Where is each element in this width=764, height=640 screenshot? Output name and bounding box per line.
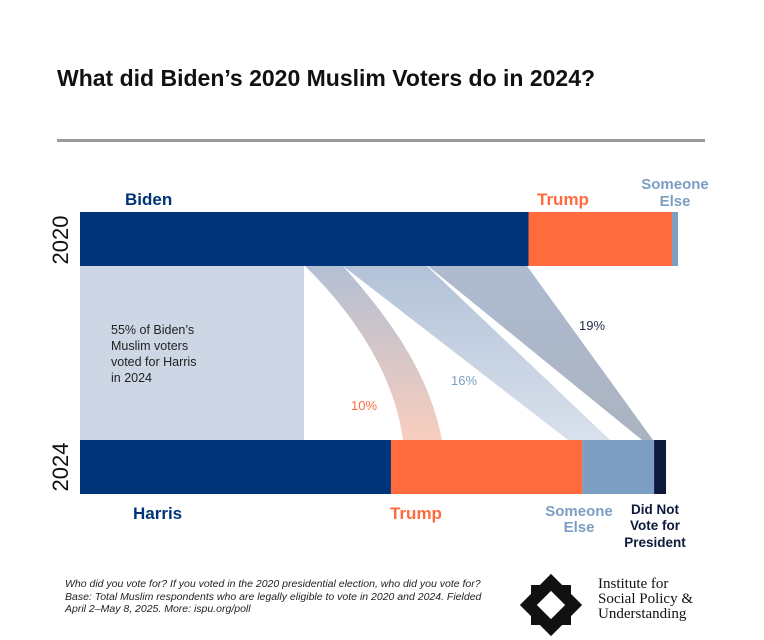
label-harris: Harris [133,504,182,523]
bar-2024-trump [390,440,583,494]
title-rule [57,139,705,142]
label-someone-2024: Someone [545,503,613,520]
label-else-2020: Else [660,193,691,210]
flow-label-did-not-vote: 19% [579,318,605,333]
flow-biden-someone-else [343,266,610,440]
flow-label-trump: 10% [351,398,377,413]
footnote: Who did you vote for? If you voted in th… [65,578,485,616]
bar-2024-someone-else [582,440,655,494]
label-dnv: Did Not [631,502,679,517]
label-dnv: Vote for [630,518,681,533]
bar-2024-harris [80,440,391,494]
flow-biden-harris [80,266,304,440]
ispu-logo-icon [519,573,583,637]
label-trump-2020: Trump [537,190,589,209]
bar-2024-did-not-vote-for-president [654,440,667,494]
label-trump-2024: Trump [390,504,442,523]
label-someone-2020: Someone [641,176,709,193]
bar-2020-trump [528,212,673,266]
label-dnv: President [624,535,686,550]
chart-title: What did Biden’s 2020 Muslim Voters do i… [57,65,595,91]
bar-2020-biden [80,212,529,266]
label-else-2024: Else [564,519,595,536]
logo-line: Social Policy & [598,591,693,607]
flow-biden-did-not-vote [428,266,653,440]
year-2024: 2024 [48,443,73,492]
logo-line: Institute for [598,576,669,592]
flow-label-someone-else: 16% [451,373,477,388]
harris-note-line: Muslim voters [111,339,188,353]
harris-note-line: voted for Harris [111,355,196,369]
harris-note-line: 55% of Biden’s [111,323,194,337]
flow-biden-trump [305,266,442,440]
harris-note-line: in 2024 [111,371,152,385]
logo-text: Institute for Social Policy & Understand… [598,577,693,622]
logo-line: Understanding [598,606,687,622]
label-biden: Biden [125,190,172,209]
year-2020: 2020 [48,216,73,265]
bar-2020-someone-else [672,212,678,266]
footnote-question: Who did you vote for? If you voted in th… [65,578,481,590]
footnote-base: Base: Total Muslim respondents who are l… [65,590,482,616]
